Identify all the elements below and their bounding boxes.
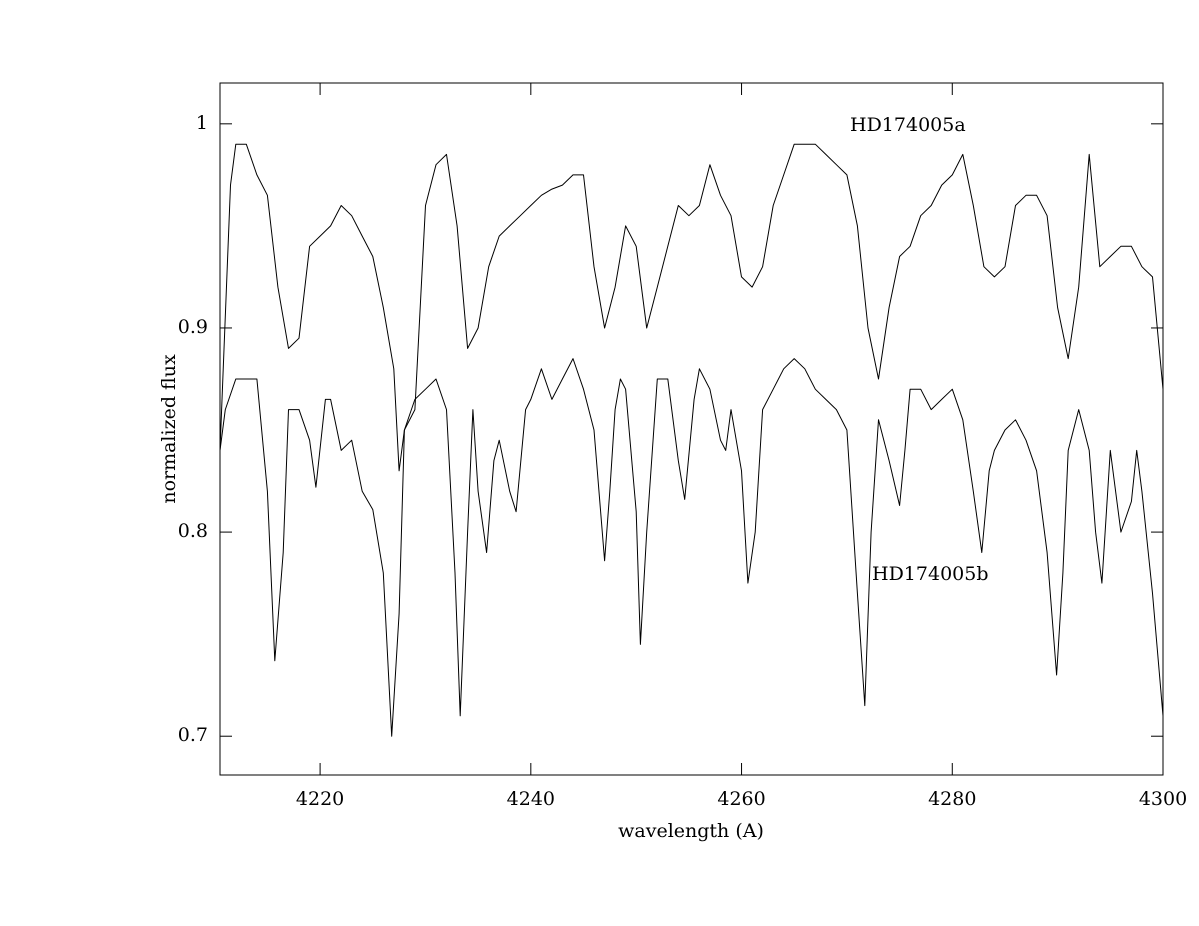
spectrum-line <box>219 358 1164 737</box>
x-tick-label: 4300 <box>1139 788 1187 810</box>
y-tick-label: 0.9 <box>178 316 208 338</box>
x-tick-label: 4260 <box>717 788 765 810</box>
x-tick-label: 4280 <box>928 788 976 810</box>
x-axis-label: wavelength (A) <box>618 820 764 842</box>
y-axis-label: normalized flux <box>158 354 180 504</box>
series-label: HD174005b <box>872 563 989 585</box>
spectrum-line <box>219 143 1164 472</box>
y-tick-label: 0.8 <box>178 520 208 542</box>
x-tick-label: 4220 <box>296 788 344 810</box>
y-tick-label: 1 <box>196 112 208 134</box>
series-label: HD174005a <box>850 114 966 136</box>
plot-frame <box>219 82 1164 776</box>
y-tick-label: 0.7 <box>178 724 208 746</box>
x-tick-label: 4240 <box>507 788 555 810</box>
